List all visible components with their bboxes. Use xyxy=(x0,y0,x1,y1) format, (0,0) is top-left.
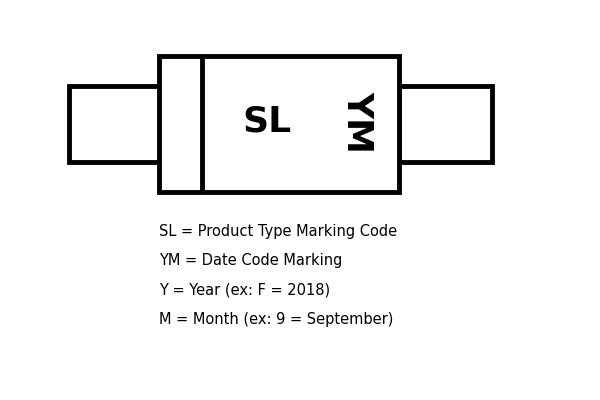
Bar xyxy=(159,56,399,192)
Bar xyxy=(399,86,492,162)
Text: SL: SL xyxy=(242,105,292,139)
Text: SL = Product Type Marking Code: SL = Product Type Marking Code xyxy=(159,224,397,239)
Text: YM = Date Code Marking: YM = Date Code Marking xyxy=(159,253,343,268)
Text: YM: YM xyxy=(340,91,374,153)
Text: Y = Year (ex: F = 2018): Y = Year (ex: F = 2018) xyxy=(159,282,330,297)
Text: M = Month (ex: 9 = September): M = Month (ex: 9 = September) xyxy=(159,312,394,326)
Bar xyxy=(69,86,162,162)
